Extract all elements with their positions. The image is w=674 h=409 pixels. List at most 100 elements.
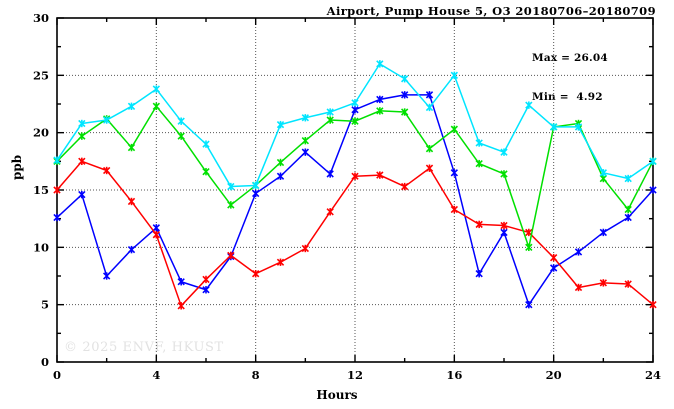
data-point-marker (574, 283, 583, 292)
y-tick-label: 30 (33, 11, 49, 25)
data-point-marker (401, 108, 409, 116)
data-point-marker (376, 95, 384, 104)
y-tick-label: 10 (33, 240, 49, 254)
data-point-marker (202, 286, 210, 294)
y-tick-label: 0 (41, 355, 49, 369)
data-point-marker (127, 102, 136, 110)
data-point-marker (475, 220, 483, 229)
data-point-marker (624, 213, 632, 222)
data-point-marker (202, 275, 210, 284)
y-tick-label: 20 (33, 126, 49, 140)
data-point-marker (649, 300, 657, 309)
data-point-marker (252, 189, 260, 198)
data-point-marker (500, 148, 508, 156)
data-point-marker (78, 157, 86, 166)
data-point-marker (53, 156, 61, 164)
data-point-marker (624, 280, 632, 288)
data-point-marker (475, 139, 483, 147)
y-tick-label: 25 (33, 68, 49, 82)
data-point-marker (351, 106, 359, 114)
data-point-marker (574, 123, 583, 131)
data-point-marker (376, 60, 384, 68)
data-point-marker (276, 258, 285, 266)
data-point-marker (127, 197, 136, 206)
data-point-marker (649, 186, 657, 194)
data-point-marker (276, 120, 285, 129)
data-point-marker (550, 264, 558, 272)
data-point-marker (276, 172, 285, 180)
data-point-marker (500, 170, 508, 178)
data-point-marker (202, 140, 210, 148)
x-tick-label: 20 (546, 368, 562, 382)
data-point-marker (525, 300, 533, 309)
data-point-marker (425, 145, 434, 153)
data-point-marker (152, 85, 160, 93)
data-point-marker (599, 169, 607, 177)
data-point-marker (649, 157, 657, 166)
data-point-marker (78, 190, 86, 199)
data-point-marker (152, 231, 160, 239)
watermark: © 2025 ENVF, HKUST (64, 340, 224, 355)
data-point-marker (450, 125, 458, 133)
data-point-marker (301, 114, 309, 122)
data-point-marker (376, 171, 384, 179)
data-point-marker (326, 170, 334, 178)
x-tick-label: 4 (152, 368, 160, 382)
x-axis-label: Hours (316, 388, 358, 402)
data-point-marker (326, 116, 334, 124)
data-point-marker (450, 169, 458, 177)
max-value-label: Max = 26.04 (532, 52, 608, 64)
data-point-marker (177, 132, 185, 140)
data-point-marker (127, 245, 136, 254)
data-point-marker (500, 221, 508, 230)
data-point-marker (103, 166, 111, 175)
data-point-marker (252, 270, 260, 278)
data-point-marker (425, 164, 434, 172)
data-point-marker (177, 117, 185, 125)
data-point-marker (599, 279, 607, 287)
data-point-marker (599, 228, 607, 237)
data-point-marker (425, 91, 434, 99)
data-point-marker (78, 119, 86, 128)
data-point-marker (227, 182, 235, 191)
data-series (53, 91, 657, 309)
data-point-marker (252, 181, 260, 190)
x-tick-label: 8 (252, 368, 260, 382)
data-point-marker (351, 172, 359, 180)
data-point-marker (276, 158, 285, 167)
min-value-label: Min = 4.92 (532, 91, 603, 103)
data-point-marker (550, 123, 558, 131)
data-point-marker (127, 143, 136, 152)
data-point-marker (624, 205, 632, 214)
stats-annotation: Max = 26.04 Min = 4.92 (532, 26, 608, 130)
y-tick-label: 5 (41, 298, 49, 312)
data-point-marker (177, 302, 185, 310)
y-tick-label: 15 (33, 183, 49, 197)
data-point-marker (574, 248, 583, 256)
chart-title: Airport, Pump House 5, O3 20180706–20180… (326, 4, 656, 18)
data-point-marker (401, 75, 409, 83)
data-point-marker (351, 99, 359, 107)
data-point-marker (401, 182, 409, 191)
data-point-marker (78, 132, 86, 140)
data-point-marker (53, 213, 61, 222)
grid-lines (57, 18, 653, 362)
x-tick-label: 16 (446, 368, 462, 382)
x-tick-label: 12 (347, 368, 363, 382)
data-point-marker (103, 116, 111, 124)
data-point-marker (500, 228, 508, 237)
data-point-marker (301, 148, 309, 156)
data-point-marker (624, 174, 632, 183)
data-point-marker (227, 251, 235, 260)
data-point-marker (202, 167, 210, 176)
data-point-marker (376, 107, 384, 115)
data-point-marker (475, 159, 483, 168)
data-point-marker (525, 243, 533, 252)
axis-tick-labels: 0 5 10 15 20 25 30 0 4 8 12 16 20 24 (33, 11, 661, 382)
x-tick-label: 24 (645, 368, 661, 382)
data-point-marker (177, 278, 185, 286)
data-point-marker (301, 136, 309, 145)
data-point-marker (525, 101, 533, 109)
